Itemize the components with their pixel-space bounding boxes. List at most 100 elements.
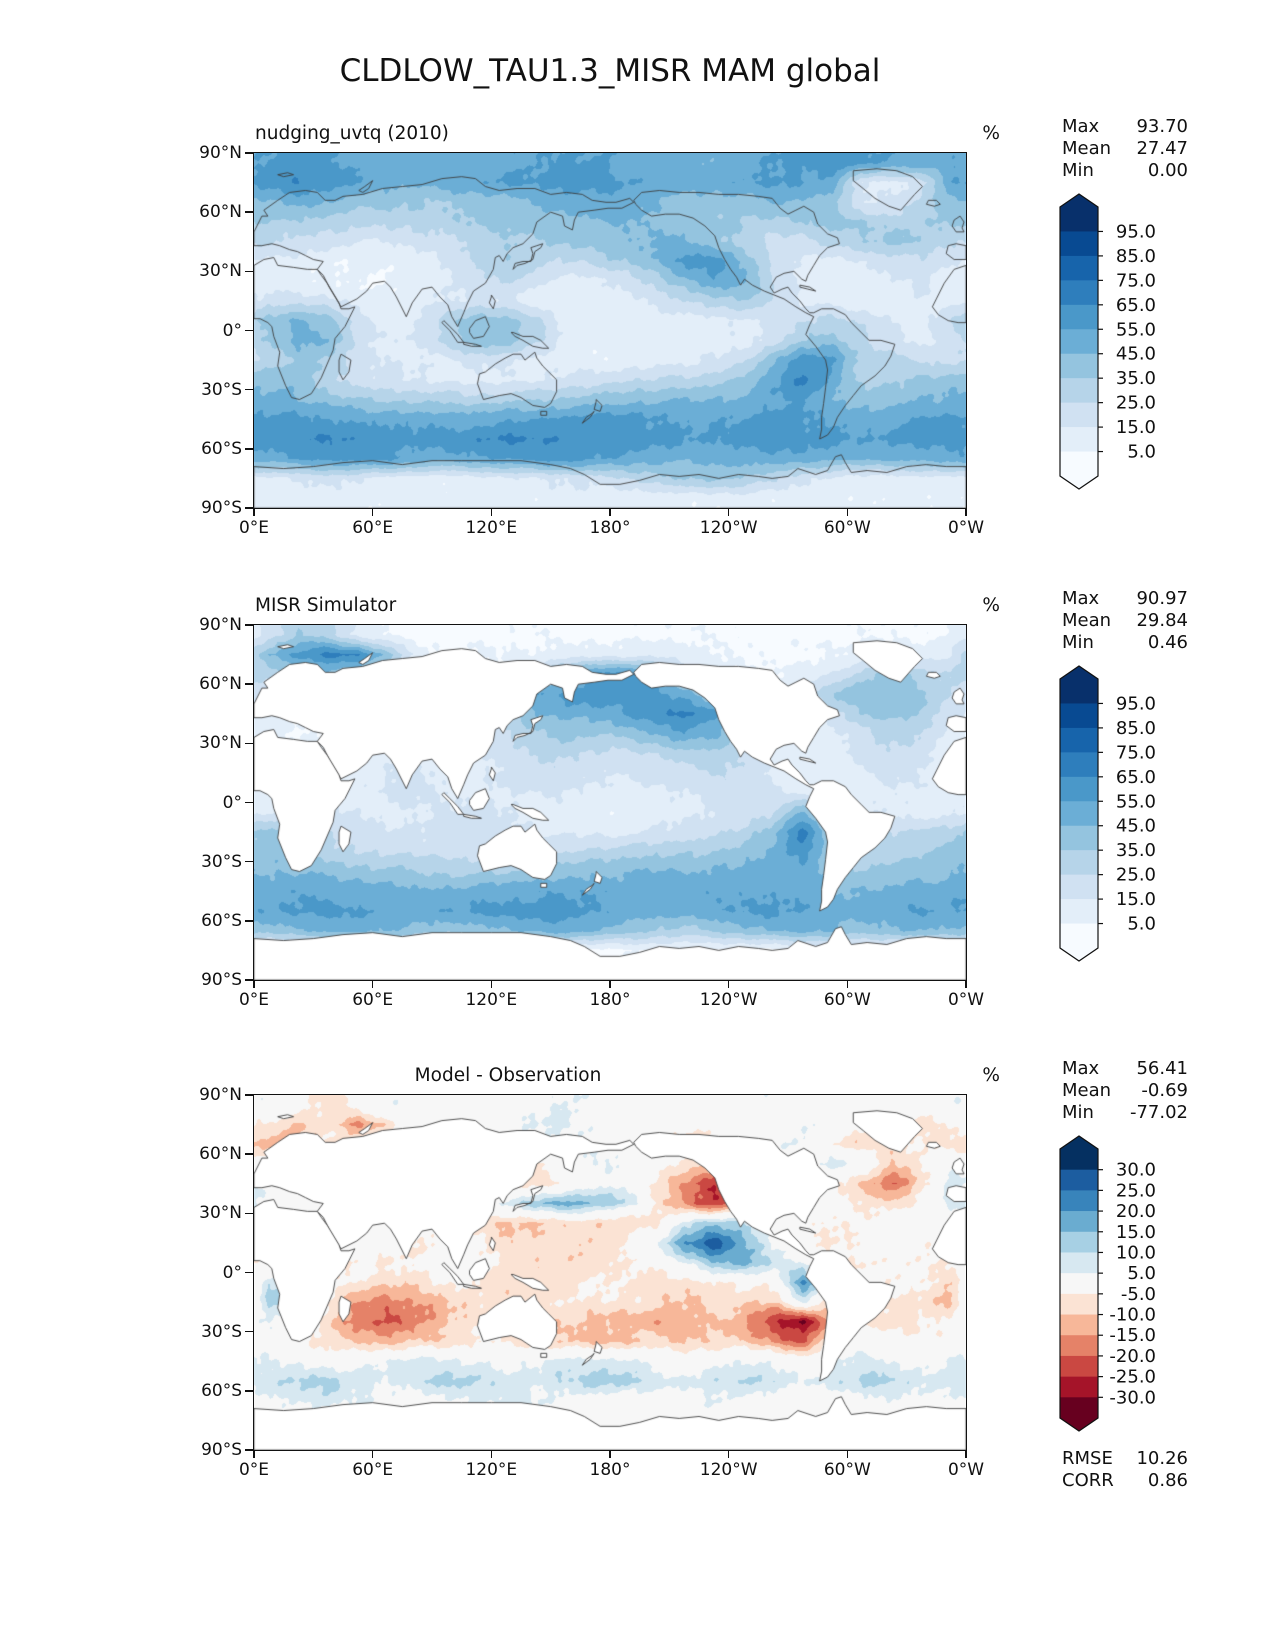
unit-label: % bbox=[982, 1065, 1000, 1086]
map-canvas bbox=[254, 153, 966, 508]
colorbar-outline bbox=[1059, 665, 1099, 962]
stat-row: Max 90.97 bbox=[1062, 588, 1188, 610]
stat-label: Mean bbox=[1062, 138, 1112, 159]
colorbar-tick-label: 85.0 bbox=[1116, 718, 1156, 739]
x-tick-label: 0°E bbox=[238, 1460, 270, 1480]
colorbar-extend-min bbox=[1060, 948, 1098, 961]
stat-label: Min bbox=[1062, 1102, 1094, 1123]
x-tick-mark bbox=[965, 981, 967, 988]
colorbar-segment bbox=[1060, 1335, 1098, 1357]
colorbar-tick-label: 25.0 bbox=[1116, 865, 1156, 886]
colorbar-segment bbox=[1060, 1211, 1098, 1233]
stat-row: Mean -0.69 bbox=[1062, 1080, 1188, 1102]
x-tick-mark bbox=[371, 509, 374, 516]
stat-row: Max 56.41 bbox=[1062, 1058, 1188, 1080]
colorbar-segment bbox=[1060, 679, 1098, 704]
stat-label: Min bbox=[1062, 632, 1094, 653]
unit-label: % bbox=[982, 123, 1000, 144]
y-tick-label: 30°S bbox=[201, 1321, 242, 1342]
x-tick-mark bbox=[371, 981, 374, 988]
y-tick-label: 30°N bbox=[199, 261, 242, 282]
stats-block: Max 56.41 Mean -0.69 Min -77.02 bbox=[1062, 1058, 1188, 1124]
x-tick-label: 120°W bbox=[699, 518, 758, 538]
colorbar-segment bbox=[1060, 874, 1098, 900]
y-tick-label: 90°N bbox=[199, 143, 242, 163]
stats-block: Max 93.70 Mean 27.47 Min 0.00 bbox=[1062, 116, 1188, 182]
y-tick-mark bbox=[245, 152, 253, 154]
stat-label: Max bbox=[1062, 588, 1100, 609]
x-tick-mark bbox=[727, 509, 730, 516]
y-tick-mark bbox=[245, 624, 253, 626]
y-tick-mark bbox=[245, 270, 253, 273]
x-tick-label: 120°E bbox=[465, 990, 518, 1010]
x-tick-label: 60°E bbox=[352, 990, 394, 1010]
x-tick-mark bbox=[609, 1451, 611, 1458]
x-tick-mark bbox=[490, 1451, 493, 1458]
colorbar-segment bbox=[1060, 402, 1098, 428]
colorbar-tick-label: -5.0 bbox=[1121, 1284, 1156, 1305]
x-tick-label: 60°E bbox=[352, 1460, 394, 1480]
y-tick-label: 60°N bbox=[199, 674, 242, 695]
stat-label: RMSE bbox=[1062, 1448, 1113, 1469]
colorbar-segment bbox=[1060, 801, 1098, 827]
y-tick-label: 90°N bbox=[199, 1085, 242, 1105]
y-tick-label: 60°N bbox=[199, 1144, 242, 1165]
y-tick-mark bbox=[245, 1094, 253, 1096]
stat-label: Min bbox=[1062, 160, 1094, 181]
stat-row: RMSE 10.26 bbox=[1062, 1448, 1188, 1470]
colorbar-tick-label: -15.0 bbox=[1109, 1325, 1156, 1346]
colorbar-extend-max bbox=[1060, 194, 1098, 207]
y-tick-mark bbox=[245, 329, 253, 332]
colorbar-segment bbox=[1060, 255, 1098, 281]
colorbar-segment bbox=[1060, 1397, 1098, 1419]
colorbar-segment bbox=[1060, 304, 1098, 330]
x-tick-mark bbox=[609, 509, 611, 516]
stat-value: 0.46 bbox=[1147, 632, 1188, 653]
y-tick-mark bbox=[245, 211, 253, 213]
y-tick-label: 60°S bbox=[201, 1380, 242, 1401]
colorbar-extend-min bbox=[1060, 476, 1098, 489]
colorbar-tick-label: 95.0 bbox=[1116, 693, 1156, 714]
colorbar-segment bbox=[1060, 378, 1098, 403]
x-tick-label: 120°E bbox=[465, 518, 518, 538]
y-tick-mark bbox=[245, 683, 253, 685]
panel-subtitle: nudging_uvtq (2010) bbox=[255, 123, 449, 144]
colorbar-tick-label: 25.0 bbox=[1116, 393, 1156, 414]
y-tick-label: 0° bbox=[222, 320, 242, 341]
y-tick-label: 30°N bbox=[199, 1203, 242, 1224]
y-tick-mark bbox=[245, 507, 253, 509]
x-tick-label: 60°W bbox=[823, 1460, 871, 1480]
stats-block: Max 90.97 Mean 29.84 Min 0.46 bbox=[1062, 588, 1188, 654]
stat-value: -77.02 bbox=[1129, 1102, 1188, 1123]
x-tick-mark bbox=[727, 981, 730, 988]
y-tick-mark bbox=[245, 1271, 253, 1274]
colorbar: 95.0 85.0 75.0 65.0 55.0 45.0 35.0 25.0 15.0 5.0 bbox=[1059, 193, 1156, 490]
stat-row: CORR 0.86 bbox=[1062, 1470, 1188, 1492]
colorbar-tick-label: 75.0 bbox=[1116, 270, 1156, 291]
stat-value: 27.47 bbox=[1136, 138, 1188, 159]
stat-row: Mean 29.84 bbox=[1062, 610, 1188, 632]
stat-label: Max bbox=[1062, 1058, 1100, 1079]
x-tick-label: 0°W bbox=[947, 518, 985, 538]
y-tick-label: 30°N bbox=[199, 733, 242, 754]
colorbar-segment bbox=[1060, 776, 1098, 802]
figure-title: CLDLOW_TAU1.3_MISR MAM global bbox=[339, 53, 881, 89]
panel-subtitle: Model - Observation bbox=[414, 1065, 602, 1086]
colorbar-tick-label: 5.0 bbox=[1127, 914, 1156, 935]
x-tick-label: 60°W bbox=[823, 990, 871, 1010]
y-tick-mark bbox=[245, 1449, 253, 1451]
colorbar-segment bbox=[1060, 850, 1098, 875]
x-tick-mark bbox=[609, 981, 611, 988]
map-canvas bbox=[254, 1095, 966, 1450]
colorbar: 30.025.020.015.010.05.0-5.0-10.0-15.0-20… bbox=[1059, 1135, 1156, 1432]
y-tick-mark bbox=[245, 860, 253, 863]
x-tick-label: 120°W bbox=[699, 990, 758, 1010]
map-canvas bbox=[254, 625, 966, 980]
y-tick-label: 90°S bbox=[201, 498, 242, 518]
colorbar-tick-label: 20.0 bbox=[1116, 1201, 1156, 1222]
colorbar-tick-label: 15.0 bbox=[1116, 1222, 1156, 1243]
colorbar-segment bbox=[1060, 451, 1098, 477]
x-tick-mark bbox=[253, 1451, 255, 1458]
y-tick-mark bbox=[245, 742, 253, 745]
colorbar-segment bbox=[1060, 1314, 1098, 1336]
